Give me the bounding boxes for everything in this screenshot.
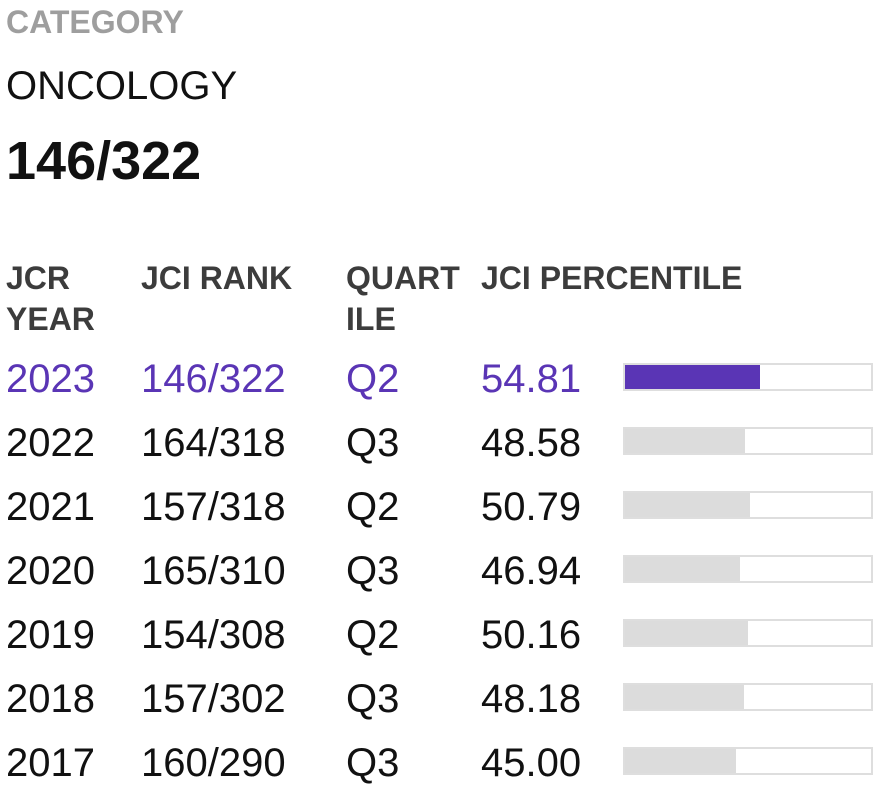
percentile-bar-fill — [625, 557, 741, 581]
row-year: 2022 — [6, 421, 95, 465]
row-percentile: 54.81 — [481, 357, 582, 401]
row-rank: 160/290 — [141, 741, 286, 785]
table-row: 2020 165/310 Q3 46.94 — [0, 539, 890, 603]
header-jcr-year: JCR YEAR — [6, 260, 95, 337]
percentile-bar-fill — [625, 493, 750, 517]
row-percentile: 45.00 — [481, 741, 582, 785]
row-rank: 157/318 — [141, 485, 286, 529]
row-quartile: Q3 — [346, 741, 400, 785]
percentile-bar — [623, 491, 873, 519]
table-row: 2023 146/322 Q2 54.81 — [0, 347, 890, 411]
row-percentile: 50.79 — [481, 485, 582, 529]
percentile-bar-fill — [625, 749, 736, 773]
row-rank: 157/302 — [141, 677, 286, 721]
percentile-bar — [623, 555, 873, 583]
row-percentile: 46.94 — [481, 549, 582, 593]
row-percentile: 50.16 — [481, 613, 582, 657]
row-quartile: Q3 — [346, 677, 400, 721]
row-quartile: Q2 — [346, 357, 400, 401]
table-row: 2019 154/308 Q2 50.16 — [0, 603, 890, 667]
table-row: 2017 160/290 Q3 45.00 — [0, 731, 890, 788]
percentile-bar — [623, 683, 873, 711]
percentile-bar-fill — [625, 365, 760, 389]
table-row: 2018 157/302 Q3 48.18 — [0, 667, 890, 731]
category-label: CATEGORY — [6, 4, 184, 40]
row-rank: 164/318 — [141, 421, 286, 465]
row-quartile: Q2 — [346, 613, 400, 657]
category-rank: 146/322 — [6, 131, 202, 191]
row-quartile: Q2 — [346, 485, 400, 529]
row-year: 2020 — [6, 549, 95, 593]
table-row: 2022 164/318 Q3 48.58 — [0, 411, 890, 475]
row-rank: 154/308 — [141, 613, 286, 657]
header-jci-rank: JCI RANK — [141, 260, 293, 296]
header-jci-percentile: JCI PERCENTILE — [481, 260, 743, 296]
row-percentile: 48.18 — [481, 677, 582, 721]
row-rank: 146/322 — [141, 357, 286, 401]
percentile-bar — [623, 363, 873, 391]
header-quartile: QUART ILE — [346, 260, 460, 337]
row-year: 2023 — [6, 357, 95, 401]
percentile-bar — [623, 427, 873, 455]
row-quartile: Q3 — [346, 549, 400, 593]
category-name: ONCOLOGY — [6, 64, 238, 108]
row-year: 2021 — [6, 485, 95, 529]
row-year: 2019 — [6, 613, 95, 657]
row-quartile: Q3 — [346, 421, 400, 465]
percentile-bar-fill — [625, 685, 744, 709]
row-year: 2018 — [6, 677, 95, 721]
percentile-bar — [623, 619, 873, 647]
row-rank: 165/310 — [141, 549, 286, 593]
row-percentile: 48.58 — [481, 421, 582, 465]
percentile-bar-fill — [625, 621, 749, 645]
percentile-bar — [623, 747, 873, 775]
percentile-bar-fill — [625, 429, 745, 453]
row-year: 2017 — [6, 741, 95, 785]
table-row: 2021 157/318 Q2 50.79 — [0, 475, 890, 539]
